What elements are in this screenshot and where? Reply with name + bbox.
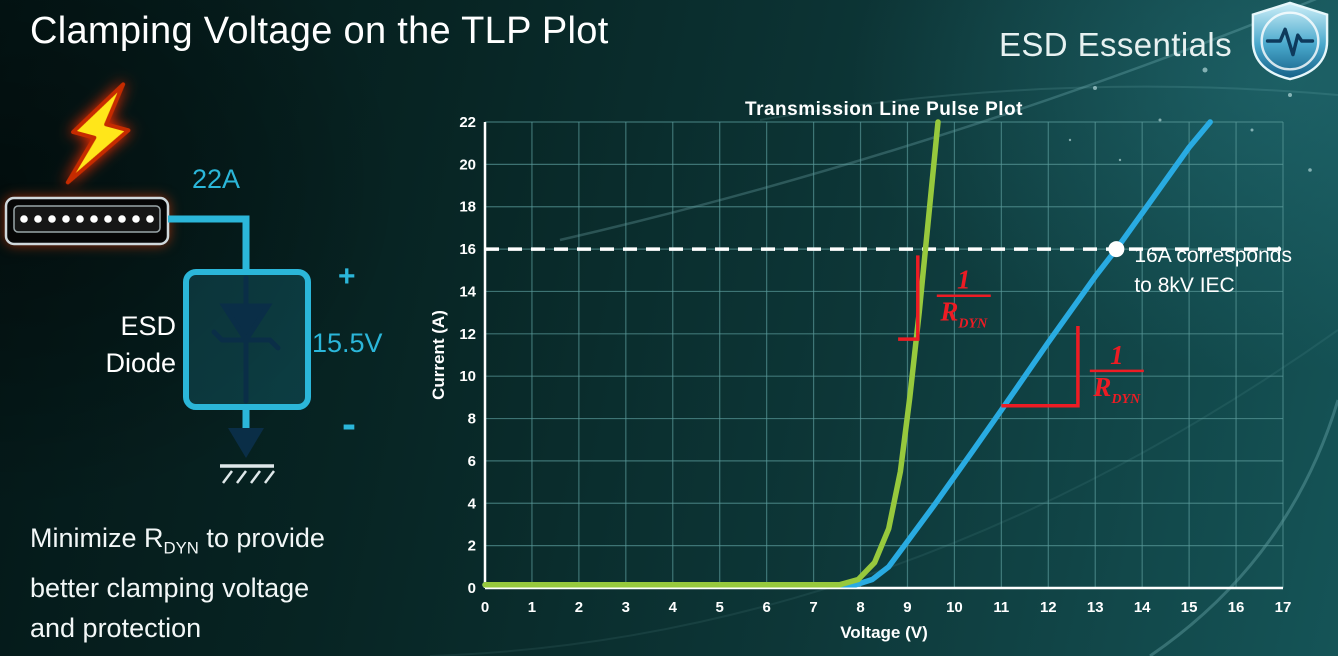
series-line-high-rdyn-diode-blue xyxy=(482,119,1213,588)
marker-label-line1: 16A corresponds xyxy=(1134,244,1292,267)
x-axis-label: Voltage (V) xyxy=(840,623,928,642)
ground-arrow-icon xyxy=(228,428,264,458)
x-tick-label: 14 xyxy=(1134,599,1151,616)
brand: ESD Essentials xyxy=(999,0,1334,82)
background-swoosh xyxy=(559,0,1317,242)
surge-wire xyxy=(168,215,250,272)
y-tick-label: 0 xyxy=(468,580,476,597)
note-line3: and protection xyxy=(30,613,202,644)
plus-label: + xyxy=(338,260,356,293)
marker-dot xyxy=(1108,241,1125,258)
x-tick-label: 2 xyxy=(575,599,583,616)
clamping-voltage-label: 15.5V xyxy=(312,328,383,358)
x-tick-label: 17 xyxy=(1275,599,1292,616)
y-tick-label: 18 xyxy=(459,199,476,216)
rdyn-fraction-denominator: RDYN xyxy=(939,297,988,332)
y-tick-label: 10 xyxy=(459,368,476,385)
x-tick-label: 1 xyxy=(528,599,536,616)
minus-label: - xyxy=(342,400,356,447)
y-tick-label: 14 xyxy=(459,283,476,300)
x-tick-label: 15 xyxy=(1181,599,1198,616)
background-swoosh xyxy=(759,85,1338,121)
slope-bracket xyxy=(1001,326,1080,408)
y-tick-label: 20 xyxy=(459,156,476,173)
background-sparkles xyxy=(1068,67,1312,172)
chart-title: Transmission Line Pulse Plot xyxy=(745,99,1023,120)
note-line1-suffix: to provide xyxy=(198,523,325,553)
series-line-low-rdyn-diode-green xyxy=(482,119,941,588)
ground-symbol-icon xyxy=(220,464,275,484)
x-tick-label: 4 xyxy=(669,599,678,616)
y-tick-label: 16 xyxy=(459,241,476,258)
x-tick-label: 13 xyxy=(1087,599,1104,616)
hdmi-connector-icon xyxy=(4,196,170,246)
x-tick-label: 6 xyxy=(762,599,770,616)
x-tick-label: 8 xyxy=(856,599,864,616)
y-tick-label: 6 xyxy=(468,453,476,470)
x-tick-label: 9 xyxy=(903,599,911,616)
y-tick-label: 2 xyxy=(468,538,476,555)
x-tick-label: 3 xyxy=(622,599,630,616)
x-tick-label: 0 xyxy=(481,599,489,616)
brand-name: ESD Essentials xyxy=(998,26,1232,63)
zener-diode-symbol xyxy=(211,275,281,404)
x-tick-label: 5 xyxy=(716,599,724,616)
shield-logo-icon xyxy=(1251,1,1329,81)
y-tick-label: 12 xyxy=(459,326,476,343)
y-tick-label: 8 xyxy=(468,411,476,428)
pulse-line-icon xyxy=(1265,27,1315,57)
x-tick-label: 12 xyxy=(1040,599,1057,616)
slope-bracket xyxy=(898,255,920,341)
rdyn-fraction-denominator: RDYN xyxy=(1092,372,1141,407)
page-title: Clamping Voltage on the TLP Plot xyxy=(30,10,609,52)
x-tick-label: 10 xyxy=(946,599,963,616)
lightning-bolt-icon xyxy=(65,82,131,185)
note-text: Minimize RDYN to provide better clamping… xyxy=(30,518,325,648)
y-tick-label: 4 xyxy=(468,495,477,512)
device-label-line1: ESD xyxy=(120,311,176,341)
rdyn-fraction-numerator: 1 xyxy=(1110,340,1124,370)
x-tick-label: 16 xyxy=(1228,599,1245,616)
y-tick-label: 22 xyxy=(459,114,476,131)
rdyn-fraction-numerator: 1 xyxy=(957,265,971,295)
note-line1-prefix: Minimize R xyxy=(30,523,164,553)
x-tick-label: 7 xyxy=(809,599,817,616)
x-tick-label: 11 xyxy=(993,599,1009,616)
shield-ring xyxy=(1260,11,1320,71)
device-label-line2: Diode xyxy=(105,348,176,378)
tlp-chart: 0 1 2 3 4 5 6 7 8 9 10 11 12 13 14 15 16 1702468101214161… xyxy=(430,99,1292,642)
marker-label-line2: to 8kV IEC xyxy=(1134,274,1234,297)
note-line2: better clamping voltage xyxy=(30,573,310,604)
y-axis-label: Current (A) xyxy=(430,310,448,400)
circuit-diagram: 22A ESD Diode + 15.5V - xyxy=(4,82,383,484)
note-line1-subscript: DYN xyxy=(163,538,199,558)
background-swoosh xyxy=(1149,399,1338,656)
surge-current-label: 22A xyxy=(192,164,240,194)
